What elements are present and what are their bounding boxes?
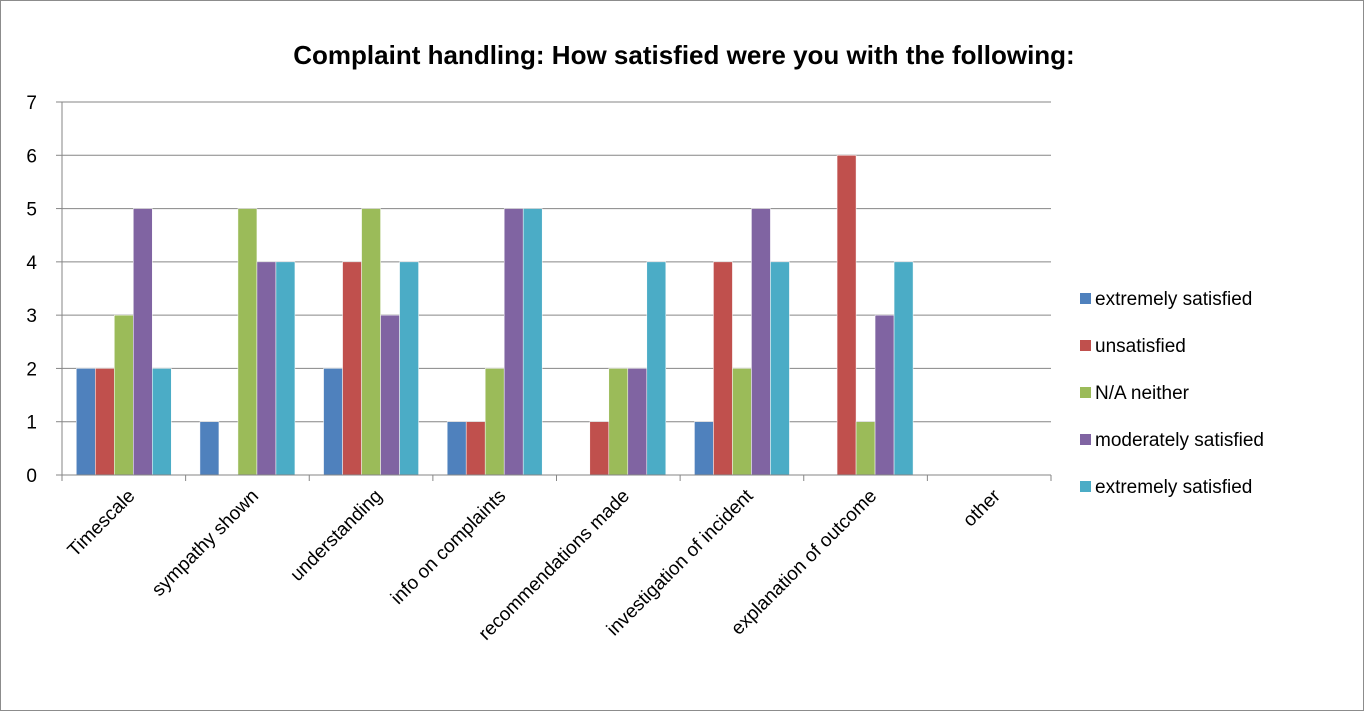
bar (855, 421, 876, 476)
legend-label: unsatisfied (1095, 336, 1186, 357)
bar (152, 368, 172, 476)
bar (95, 368, 115, 476)
x-axis-labels: Timescale sympathy shown understanding info… (61, 475, 1052, 645)
bar (589, 421, 610, 476)
bar (380, 314, 400, 476)
x-tick-label: explanation of outcome (727, 486, 881, 640)
y-tick-label: 4 (26, 253, 37, 274)
legend-swatch (1080, 434, 1091, 445)
bar (399, 261, 419, 476)
legend-swatch (1080, 481, 1091, 492)
chart-title: Complaint handling: How satisfied were y… (293, 40, 1074, 70)
y-tick-label: 6 (26, 146, 37, 167)
x-tick-label: info on complaints (387, 486, 510, 609)
bar (114, 314, 134, 476)
bar (627, 368, 648, 476)
bar (646, 261, 667, 476)
bar (874, 314, 895, 476)
bars (76, 155, 914, 476)
bar (732, 368, 752, 476)
bar (608, 368, 629, 476)
bar (275, 261, 296, 476)
legend-swatch (1080, 340, 1091, 351)
y-tick-label: 0 (26, 466, 37, 487)
gridlines (62, 101, 1051, 423)
y-tick-label: 7 (26, 93, 37, 114)
y-tick-label: 5 (26, 200, 37, 221)
x-tick-label: sympathy shown (148, 486, 263, 601)
bar (199, 421, 220, 476)
legend-swatch (1080, 387, 1091, 398)
bar (484, 368, 505, 476)
legend: extremely satisfied unsatisfied N/A neithe… (1080, 289, 1264, 498)
bar (751, 208, 771, 476)
legend-label: N/A neither (1095, 383, 1190, 404)
bar (770, 261, 790, 476)
bar (256, 261, 277, 476)
x-tick-label: Timescale (64, 486, 140, 562)
bar (893, 261, 914, 476)
y-tick-label: 1 (26, 413, 37, 434)
bar (446, 421, 467, 476)
legend-swatch (1080, 293, 1091, 304)
bar (361, 208, 381, 476)
bar (237, 208, 258, 476)
x-tick-label: understanding (287, 486, 387, 586)
bar (465, 421, 486, 476)
y-tick-label: 2 (26, 359, 37, 380)
legend-label: extremely satisfied (1095, 477, 1252, 498)
legend-label: extremely satisfied (1095, 289, 1252, 310)
x-tick-label: other (959, 485, 1005, 531)
bar (836, 155, 857, 476)
legend-label: moderately satisfied (1095, 430, 1264, 451)
bar (522, 208, 543, 476)
bar (694, 421, 714, 476)
bar (133, 208, 153, 476)
bar (76, 368, 96, 476)
bar (342, 261, 362, 476)
bar (713, 261, 733, 476)
bar (503, 208, 524, 476)
y-tick-label: 3 (26, 306, 37, 327)
y-axis-ticks: 0 1 2 3 4 5 6 7 (26, 93, 62, 487)
bar (323, 368, 343, 476)
